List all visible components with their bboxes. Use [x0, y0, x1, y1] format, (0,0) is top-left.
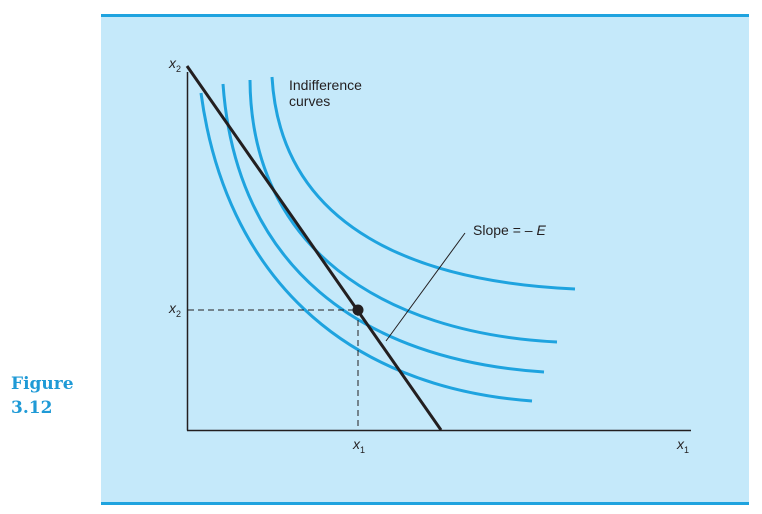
indifference-curve-2 [221, 83, 545, 374]
figure-panel: x2 x1 x1 x2 Indifference curves Slope = … [101, 14, 749, 505]
x1-tick-label: x1 [352, 436, 365, 455]
slope-label: Slope = – E [473, 222, 546, 238]
budget-line [185, 65, 443, 431]
slope-leader-line [385, 232, 466, 342]
tangency-point [352, 304, 364, 316]
indifference-curve-1 [199, 92, 533, 403]
indifference-curve-4 [270, 76, 576, 291]
x2-tick-label: x2 [168, 300, 181, 319]
curves-label-line1: Indifference [289, 77, 362, 93]
figure-caption: Figure 3.12 [11, 372, 91, 420]
indifference-curve-diagram: x2 x1 x1 x2 Indifference curves Slope = … [168, 55, 691, 455]
x-axis-label: x1 [676, 436, 689, 455]
y-axis-label: x2 [168, 55, 181, 74]
figure-label: Figure [11, 374, 74, 394]
indifference-curve-3 [248, 79, 558, 344]
figure-number: 3.12 [11, 398, 53, 418]
curves-label-line2: curves [289, 93, 330, 109]
